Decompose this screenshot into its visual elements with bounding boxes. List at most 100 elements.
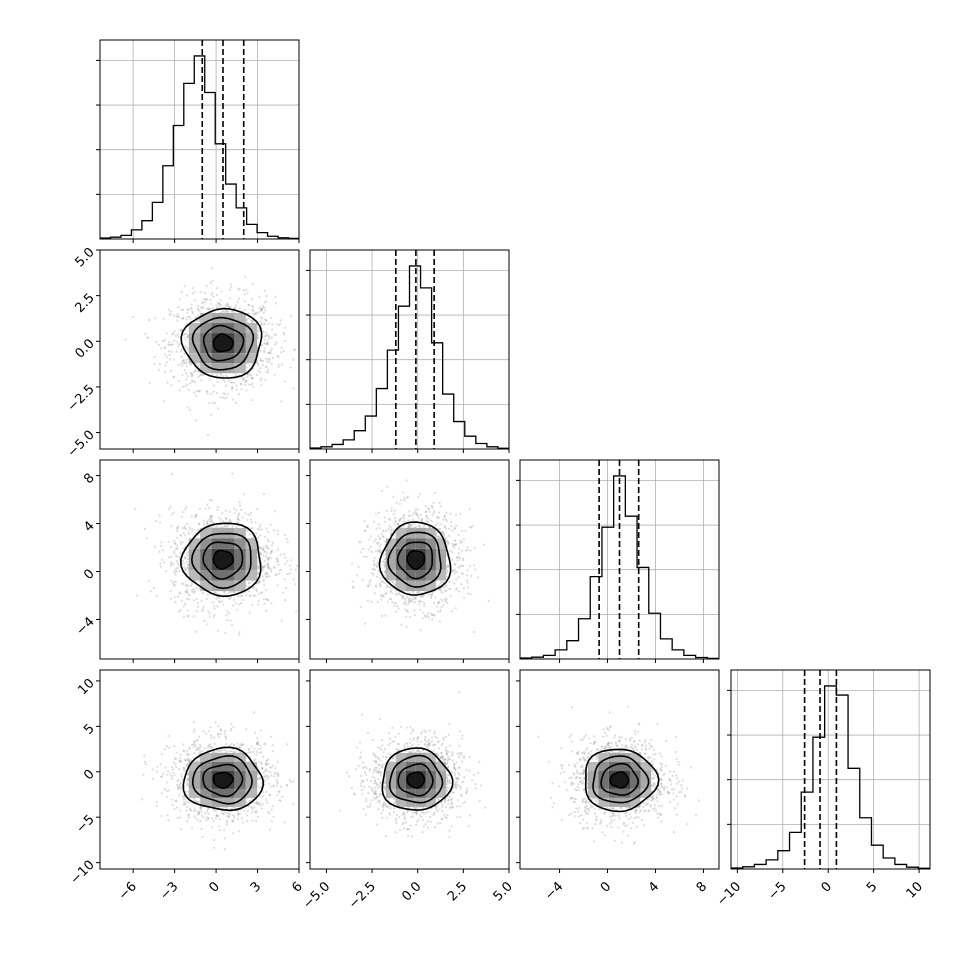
sample-point — [267, 567, 270, 570]
sample-point — [263, 493, 266, 496]
sample-point — [193, 290, 196, 293]
sample-point — [260, 762, 263, 766]
sample-point — [274, 573, 277, 577]
sample-point — [220, 518, 223, 521]
sample-point — [375, 585, 378, 588]
sample-point — [222, 378, 225, 382]
sample-point — [420, 519, 424, 522]
sample-point — [185, 790, 188, 793]
sample-point — [304, 324, 306, 326]
sample-point — [195, 586, 198, 590]
sample-point — [184, 344, 187, 347]
sample-point — [230, 381, 234, 384]
sample-point — [248, 581, 251, 585]
sample-point — [146, 336, 150, 339]
sample-point — [211, 746, 214, 749]
sample-point — [258, 310, 261, 313]
sample-point — [172, 375, 175, 378]
sample-point — [216, 374, 219, 377]
sample-point — [236, 301, 239, 304]
sample-point — [266, 758, 270, 761]
sample-point — [289, 568, 292, 571]
sample-point — [147, 579, 151, 582]
sample-point — [468, 565, 471, 568]
sample-point — [455, 514, 458, 517]
sample-point — [211, 514, 214, 518]
sample-point — [430, 597, 433, 600]
sample-point — [443, 515, 446, 518]
sample-point — [276, 584, 279, 587]
sample-point — [170, 524, 173, 528]
sample-point — [453, 546, 456, 549]
sample-point — [276, 529, 279, 532]
sample-point — [292, 358, 295, 361]
sample-point — [237, 513, 240, 517]
sample-point — [198, 390, 201, 393]
sample-point — [272, 815, 275, 818]
sample-point — [241, 378, 244, 381]
sample-point — [454, 569, 457, 572]
sample-point — [159, 763, 162, 766]
sample-point — [185, 552, 188, 555]
sample-point — [239, 504, 242, 507]
sample-point — [415, 513, 418, 516]
sample-point — [193, 371, 196, 374]
sample-point — [244, 380, 247, 384]
density-cell — [200, 549, 212, 560]
sample-point — [380, 580, 383, 584]
sample-point — [251, 308, 254, 311]
sample-point — [256, 336, 259, 339]
sample-point — [263, 780, 266, 783]
sample-point — [367, 584, 370, 588]
sample-point — [244, 275, 247, 278]
sample-point — [433, 492, 436, 495]
sample-point — [292, 780, 295, 783]
sample-point — [388, 524, 391, 527]
panel-1-1 — [306, 249, 510, 453]
sample-point — [197, 365, 200, 368]
sample-point — [243, 493, 246, 496]
sample-point — [283, 553, 286, 556]
sample-point — [382, 530, 385, 533]
density-cell — [245, 538, 258, 549]
sample-point — [194, 630, 197, 633]
sample-point — [437, 516, 440, 520]
sample-point — [255, 589, 258, 592]
sample-point — [182, 582, 185, 586]
sample-point — [254, 312, 257, 315]
sample-point — [174, 569, 177, 572]
sample-point — [253, 747, 256, 750]
sample-point — [183, 569, 186, 572]
sample-point — [454, 543, 457, 546]
sample-point — [399, 594, 403, 597]
sample-point — [433, 613, 436, 616]
sample-point — [219, 396, 222, 399]
sample-point — [176, 547, 179, 550]
sample-point — [254, 811, 257, 814]
sample-point — [168, 313, 171, 316]
sample-point — [178, 389, 181, 392]
sample-point — [372, 520, 375, 523]
sample-point — [183, 352, 186, 355]
sample-point — [186, 609, 189, 612]
contour-line — [202, 541, 244, 580]
sample-point — [187, 593, 190, 596]
sample-point — [176, 537, 179, 540]
sample-point — [237, 814, 240, 817]
sample-point — [259, 546, 262, 549]
sample-point — [186, 567, 189, 570]
sample-point — [280, 568, 283, 571]
sample-point — [225, 396, 228, 399]
sample-point — [271, 541, 274, 545]
sample-point — [245, 379, 248, 382]
y-tick-label: −4 — [73, 614, 97, 638]
sample-point — [412, 598, 415, 601]
sample-point — [447, 564, 450, 567]
y-tick-label: −2.5 — [65, 382, 98, 415]
sample-point — [263, 583, 266, 586]
sample-point — [437, 584, 440, 587]
sample-point — [191, 374, 194, 377]
sample-point — [232, 507, 236, 510]
sample-point — [187, 614, 190, 617]
sample-point — [216, 380, 219, 383]
